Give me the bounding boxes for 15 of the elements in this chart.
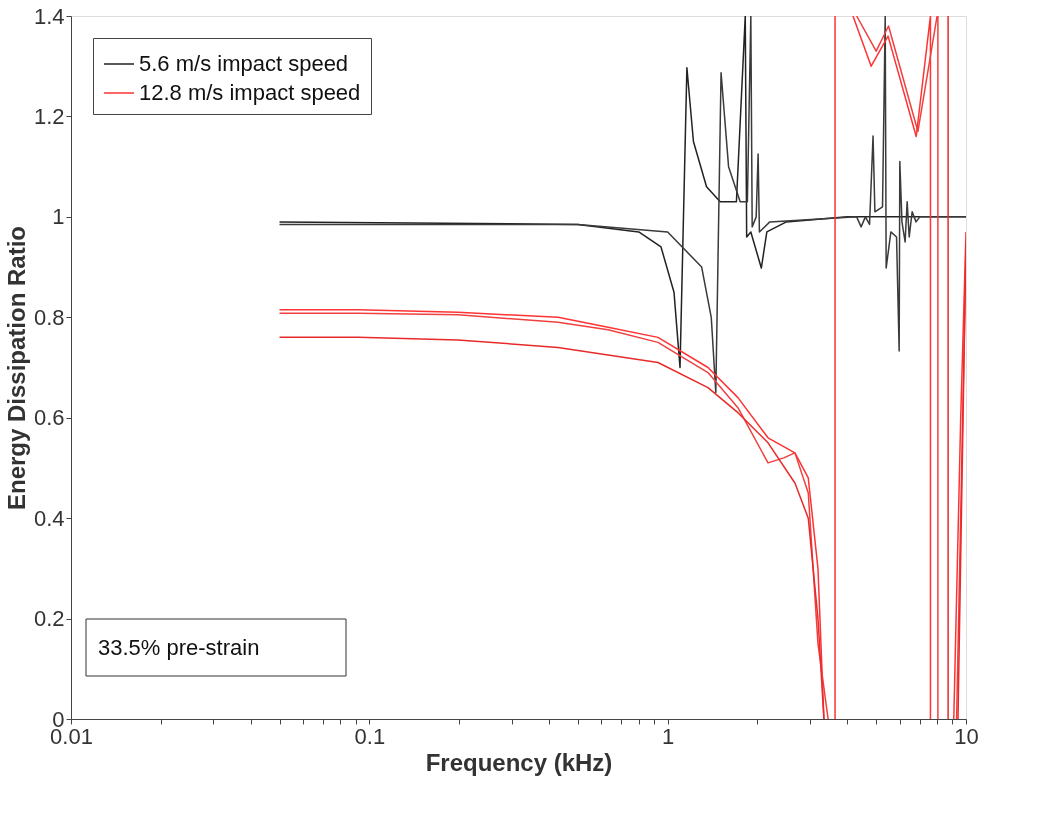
y-tick-label: 1 xyxy=(52,204,65,230)
y-tick-label: 0.6 xyxy=(33,405,65,431)
y-tick-label: 0.2 xyxy=(33,606,65,632)
x-tick-label: 10 xyxy=(954,723,979,749)
y-tick-label: 1.4 xyxy=(33,3,65,29)
x-tick-label: 0.1 xyxy=(354,723,386,749)
y-tick-label: 1.2 xyxy=(33,103,65,129)
y-axis-title: Energy Dissipation Ratio xyxy=(2,225,30,511)
x-axis-title: Frequency (kHz) xyxy=(425,748,613,776)
annotation: 33.5% pre-strain xyxy=(98,635,260,660)
legend-label: 5.6 m/s impact speed xyxy=(139,51,349,76)
legend-label: 12.8 m/s impact speed xyxy=(139,80,361,105)
x-tick-label: 1 xyxy=(662,723,675,749)
y-tick-label: 0.4 xyxy=(33,505,65,531)
y-tick-label: 0.8 xyxy=(33,304,65,330)
